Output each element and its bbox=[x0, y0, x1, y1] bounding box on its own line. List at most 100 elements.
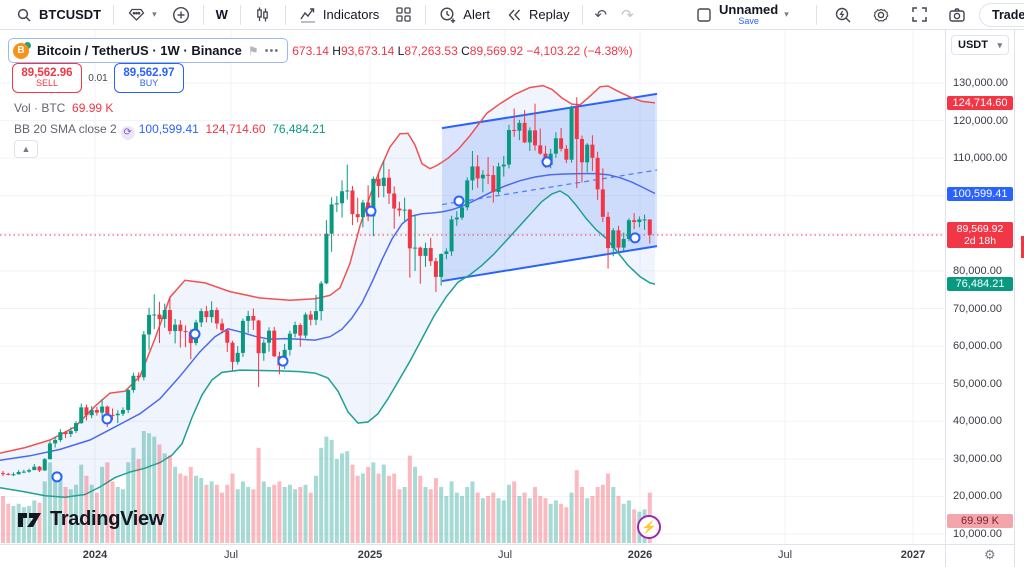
layout-button[interactable]: Unnamed Save ▾ bbox=[688, 0, 795, 29]
interval-label: W bbox=[215, 7, 228, 22]
bb-legend[interactable]: BB 20 SMA close 2 ⟳ 100,599.41 124,714.60 … bbox=[14, 122, 326, 140]
volume-bar bbox=[293, 489, 298, 543]
volume-bar bbox=[392, 473, 397, 543]
price-tag-sliver bbox=[1021, 236, 1024, 258]
axis-settings-gear-icon[interactable]: ⚙ bbox=[984, 547, 996, 562]
more-options-icon[interactable]: ••• bbox=[264, 44, 280, 57]
candle-body bbox=[407, 209, 412, 249]
volume-bar bbox=[74, 484, 79, 543]
flag-icon[interactable]: ⚑ bbox=[247, 43, 259, 58]
candle-body bbox=[590, 144, 595, 158]
volume-bar bbox=[84, 475, 89, 543]
redo-button[interactable]: ↷ bbox=[615, 3, 640, 27]
save-layout-link[interactable]: Save bbox=[738, 15, 759, 26]
chevron-down-icon: ▾ bbox=[997, 39, 1002, 50]
volume-bar bbox=[632, 509, 637, 543]
volume-bar bbox=[235, 489, 240, 543]
sell-button[interactable]: 89,562.96 SELL bbox=[12, 63, 82, 93]
time-tick: Jul bbox=[777, 549, 793, 561]
candle-body bbox=[512, 129, 517, 131]
volume-bar bbox=[209, 481, 214, 543]
collapse-legend-button[interactable]: ▲ bbox=[14, 140, 38, 158]
volume-bar bbox=[173, 466, 178, 543]
undo-button[interactable]: ↶ bbox=[589, 3, 614, 27]
camera-icon bbox=[947, 5, 967, 25]
price-chart-canvas[interactable] bbox=[0, 30, 945, 543]
trade-button[interactable]: Trade bbox=[979, 2, 1024, 27]
price-tick: 70,000.00 bbox=[953, 302, 1002, 315]
price-axis[interactable]: USDT ▾ 130,000.00 120,000.00 110,000.00 100… bbox=[945, 30, 1014, 543]
volume-bar bbox=[68, 489, 73, 543]
candle-body bbox=[418, 247, 423, 256]
volume-bar bbox=[350, 464, 355, 543]
time-tick: 2024 bbox=[82, 549, 108, 561]
gear-icon bbox=[871, 5, 891, 25]
candle-body bbox=[32, 466, 37, 471]
chart-type-button[interactable] bbox=[247, 2, 279, 28]
interval-button[interactable]: W bbox=[210, 4, 234, 25]
volume-bar bbox=[564, 507, 569, 543]
volume-bar bbox=[53, 475, 58, 543]
alert-button[interactable]: Alert bbox=[432, 2, 496, 28]
lightning-icon[interactable]: ⚡ bbox=[637, 515, 661, 539]
candle-body bbox=[585, 144, 590, 163]
chart-legend-symbol[interactable]: B Bitcoin / TetherUS · 1W · Binance ⚑ ••… bbox=[8, 38, 289, 63]
fullscreen-button[interactable] bbox=[903, 2, 935, 28]
symbol-search-button[interactable]: BTCUSDT bbox=[8, 2, 107, 28]
volume-bar bbox=[319, 447, 324, 543]
volume-bar bbox=[58, 473, 63, 543]
time-axis[interactable]: 2024 Jul 2025 Jul 2026 Jul 2027 bbox=[0, 544, 945, 567]
candle-body bbox=[267, 330, 272, 343]
candle-body bbox=[517, 122, 522, 131]
volume-bar bbox=[6, 503, 11, 543]
volume-bar bbox=[376, 473, 381, 543]
candle-body bbox=[27, 470, 32, 472]
replay-button[interactable]: Replay bbox=[498, 2, 575, 28]
candle-body bbox=[413, 247, 418, 249]
indicators-button[interactable]: Indicators bbox=[292, 2, 385, 28]
alert-label: Alert bbox=[463, 7, 491, 22]
currency-selector[interactable]: USDT ▾ bbox=[951, 35, 1009, 55]
drawing-anchor bbox=[277, 355, 289, 367]
symbol-details-button[interactable]: ▾ bbox=[120, 2, 163, 28]
volume-bar bbox=[141, 431, 146, 543]
chart-pane[interactable]: B Bitcoin / TetherUS · 1W · Binance ⚑ ••… bbox=[0, 30, 945, 543]
candle-body bbox=[68, 431, 73, 435]
volume-legend[interactable]: Vol · BTC 69.99 K bbox=[14, 101, 114, 115]
candle-body bbox=[214, 310, 219, 324]
price-tick: 40,000.00 bbox=[953, 415, 1002, 428]
volume-bar bbox=[147, 433, 152, 543]
volume-bar bbox=[188, 466, 193, 543]
volume-bar bbox=[89, 484, 94, 543]
candle-body bbox=[120, 409, 125, 414]
indicator-templates-button[interactable] bbox=[387, 2, 419, 28]
volume-bar bbox=[407, 455, 412, 543]
candle-body bbox=[345, 190, 350, 192]
volume-bar bbox=[11, 506, 16, 543]
quick-search-button[interactable] bbox=[827, 2, 859, 28]
price-tick: 10,000.00 bbox=[953, 528, 1002, 540]
alert-clock-icon bbox=[438, 5, 458, 25]
candle-body bbox=[141, 334, 146, 378]
candle-body bbox=[376, 178, 381, 186]
snapshot-button[interactable] bbox=[941, 2, 973, 28]
volume-value-tag: 69.99 K bbox=[947, 514, 1013, 528]
candle-body bbox=[569, 107, 574, 160]
candle-body bbox=[324, 233, 329, 284]
volume-bar bbox=[522, 492, 527, 543]
buy-button[interactable]: 89,562.97 BUY bbox=[114, 63, 184, 93]
drawing-anchor bbox=[51, 471, 63, 483]
candle-body bbox=[611, 230, 616, 248]
chevron-down-icon: ▾ bbox=[152, 9, 157, 19]
candle-body bbox=[460, 207, 465, 218]
right-panel-edge bbox=[1014, 30, 1024, 567]
volume-bar bbox=[496, 498, 501, 543]
bb-basis-price-tag: 100,599.41 bbox=[947, 186, 1013, 201]
volume-bar bbox=[340, 453, 345, 543]
compare-button[interactable] bbox=[165, 2, 197, 28]
candle-body bbox=[553, 138, 558, 154]
volume-bar bbox=[439, 487, 444, 543]
settings-button[interactable] bbox=[865, 2, 897, 28]
volume-bar bbox=[381, 464, 386, 543]
candle-body bbox=[355, 214, 360, 218]
